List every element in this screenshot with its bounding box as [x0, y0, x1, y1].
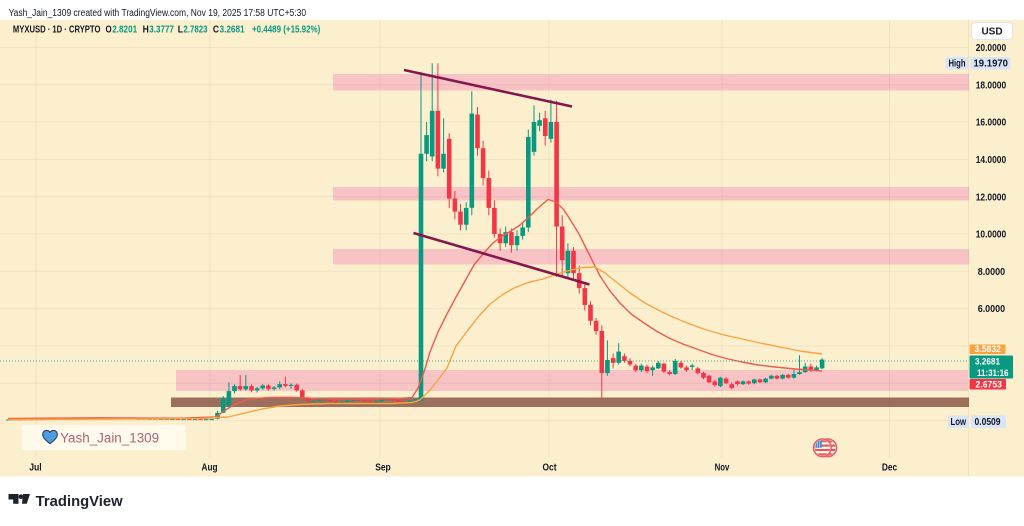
svg-text:3.2681: 3.2681	[220, 25, 245, 36]
svg-text:H: H	[143, 25, 149, 36]
svg-text:8.0000: 8.0000	[978, 267, 1006, 278]
svg-text:2.8201: 2.8201	[112, 25, 137, 36]
svg-text:C: C	[213, 25, 219, 36]
svg-text:10.0000: 10.0000	[976, 230, 1007, 241]
svg-text:19.1970: 19.1970	[974, 59, 1009, 70]
svg-text:20.0000: 20.0000	[976, 43, 1007, 54]
svg-text:0.0509: 0.0509	[975, 417, 1001, 428]
svg-text:USD: USD	[981, 27, 1002, 38]
svg-text:MYXUSD · 1D · CRYPTO: MYXUSD · 1D · CRYPTO	[13, 25, 101, 36]
svg-text:Low: Low	[951, 417, 967, 428]
svg-text:Nov: Nov	[715, 463, 730, 474]
svg-text:High: High	[949, 59, 966, 70]
svg-text:Oct: Oct	[543, 463, 558, 474]
svg-text:18.0000: 18.0000	[976, 80, 1007, 91]
svg-text:3.5832: 3.5832	[975, 344, 1002, 354]
svg-text:3.2681: 3.2681	[975, 357, 1000, 367]
svg-text:Aug: Aug	[202, 463, 218, 474]
svg-text:11:31:16: 11:31:16	[977, 368, 1009, 378]
svg-text:14.0000: 14.0000	[976, 155, 1007, 166]
svg-text:Yash_Jain_1309: Yash_Jain_1309	[60, 431, 159, 447]
svg-text:Jul: Jul	[29, 463, 42, 474]
svg-text:2.7823: 2.7823	[183, 25, 207, 36]
svg-text:TradingView: TradingView	[36, 494, 124, 510]
svg-text:3.3777: 3.3777	[149, 25, 174, 36]
svg-text:Sep: Sep	[375, 463, 391, 474]
svg-text:L: L	[178, 25, 183, 36]
svg-text:16.0000: 16.0000	[976, 118, 1007, 129]
svg-text:2.6753: 2.6753	[976, 380, 1003, 390]
svg-text:6.0000: 6.0000	[978, 304, 1006, 315]
svg-text:12.0000: 12.0000	[976, 192, 1007, 203]
svg-text:Yash_Jain_1309 created with Tr: Yash_Jain_1309 created with TradingView.…	[9, 8, 307, 19]
svg-text:+0.4489 (+15.92%): +0.4489 (+15.92%)	[252, 25, 320, 36]
svg-text:Dec: Dec	[882, 463, 898, 474]
svg-text:O: O	[106, 25, 112, 36]
